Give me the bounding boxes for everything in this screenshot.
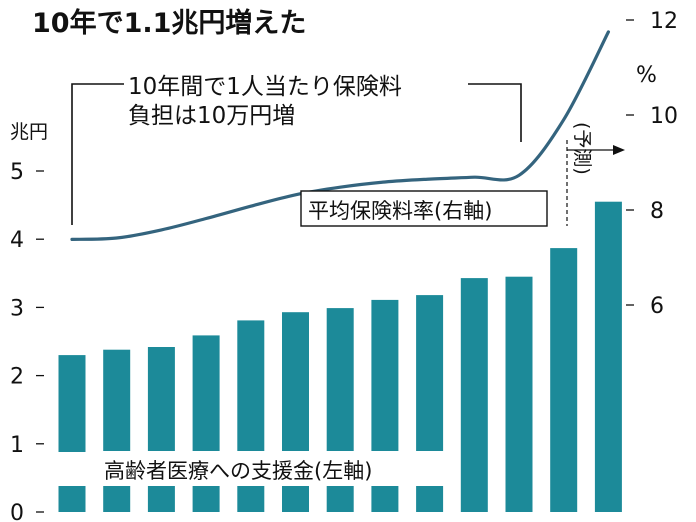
left-tick-label: 1 — [10, 433, 24, 458]
callout-bracket — [71, 83, 522, 225]
left-tick-label: 2 — [10, 365, 24, 390]
support-label-box — [100, 451, 445, 486]
bar — [505, 276, 533, 512]
bar — [103, 349, 131, 512]
chart-title: 10年で1.1兆円増えた — [32, 7, 306, 39]
rate-line — [70, 30, 610, 241]
line-series — [70, 30, 610, 241]
left-tick-label: 0 — [10, 501, 24, 522]
bar — [460, 278, 488, 512]
bar — [550, 248, 578, 512]
right-tick-label: 12 — [650, 9, 678, 34]
left-axis-label: 兆円 — [10, 121, 48, 143]
rate-label: 平均保険料率(右軸) — [308, 199, 492, 223]
right-axis-label: % — [636, 63, 657, 88]
left-tick-label: 4 — [10, 228, 24, 253]
bar — [594, 201, 622, 512]
left-axis-ticks: 0 1 2 3 4 5 — [10, 160, 44, 522]
right-tick-label: 8 — [650, 199, 664, 224]
callout-line-1: 10年間で1人当たり保険料 — [128, 74, 402, 100]
callout-line-2: 負担は10万円増 — [128, 103, 295, 129]
support-label: 高齢者医療への支援金(左軸) — [104, 459, 372, 483]
left-tick-label: 3 — [10, 296, 24, 321]
right-tick-label: 6 — [650, 294, 664, 319]
forecast-arrow-head — [613, 145, 625, 155]
left-tick-label: 5 — [10, 160, 24, 185]
bar — [58, 355, 86, 512]
forecast-label: (予測) — [571, 122, 593, 175]
rate-label-box — [300, 190, 548, 227]
bar — [147, 347, 175, 512]
right-tick-label: 10 — [650, 104, 678, 129]
right-axis-ticks: 6 8 10 12 — [626, 9, 678, 319]
